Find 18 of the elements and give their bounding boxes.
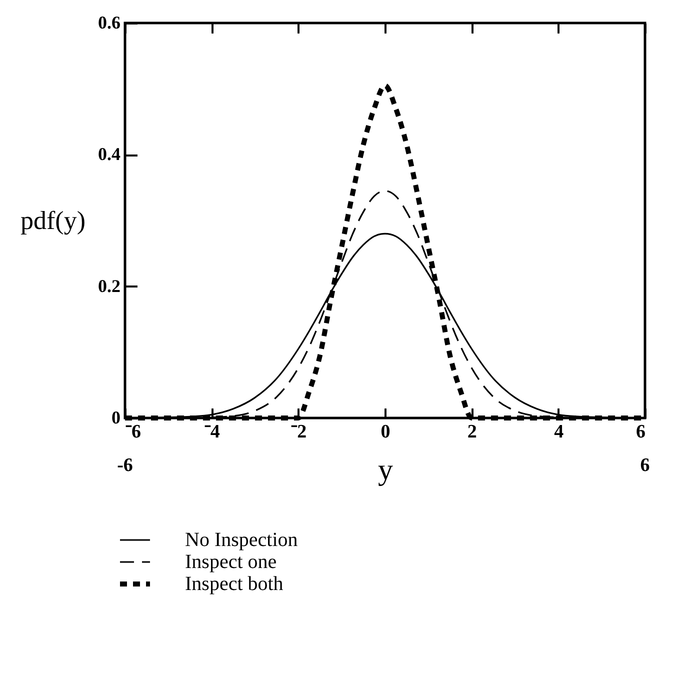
x-tick-label: 4	[554, 422, 564, 442]
y-tick-label: 0.2	[98, 276, 120, 296]
y-axis-title: pdf(y)	[20, 206, 86, 235]
x-tick-label: 2	[467, 422, 477, 442]
legend-label: Inspect one	[185, 551, 277, 573]
x2-tick-label: 6	[640, 455, 650, 476]
x-tick-label: ⁻4	[204, 422, 220, 442]
x-tick-label: ⁻2	[291, 422, 307, 442]
x-tick-label: 6	[636, 422, 646, 442]
x2-tick-label: -6	[117, 455, 133, 476]
x-tick-label: ⁻6	[126, 422, 141, 442]
y-tick-label: 0	[112, 408, 120, 428]
x-axis-title: y	[378, 454, 393, 486]
legend-label: No Inspection	[185, 529, 298, 551]
y-tick-label: 0.4	[98, 144, 120, 164]
x-tick-label: 0	[380, 422, 390, 442]
y-tick-label: 0.6	[98, 12, 120, 32]
legend-label: Inspect both	[185, 573, 284, 595]
